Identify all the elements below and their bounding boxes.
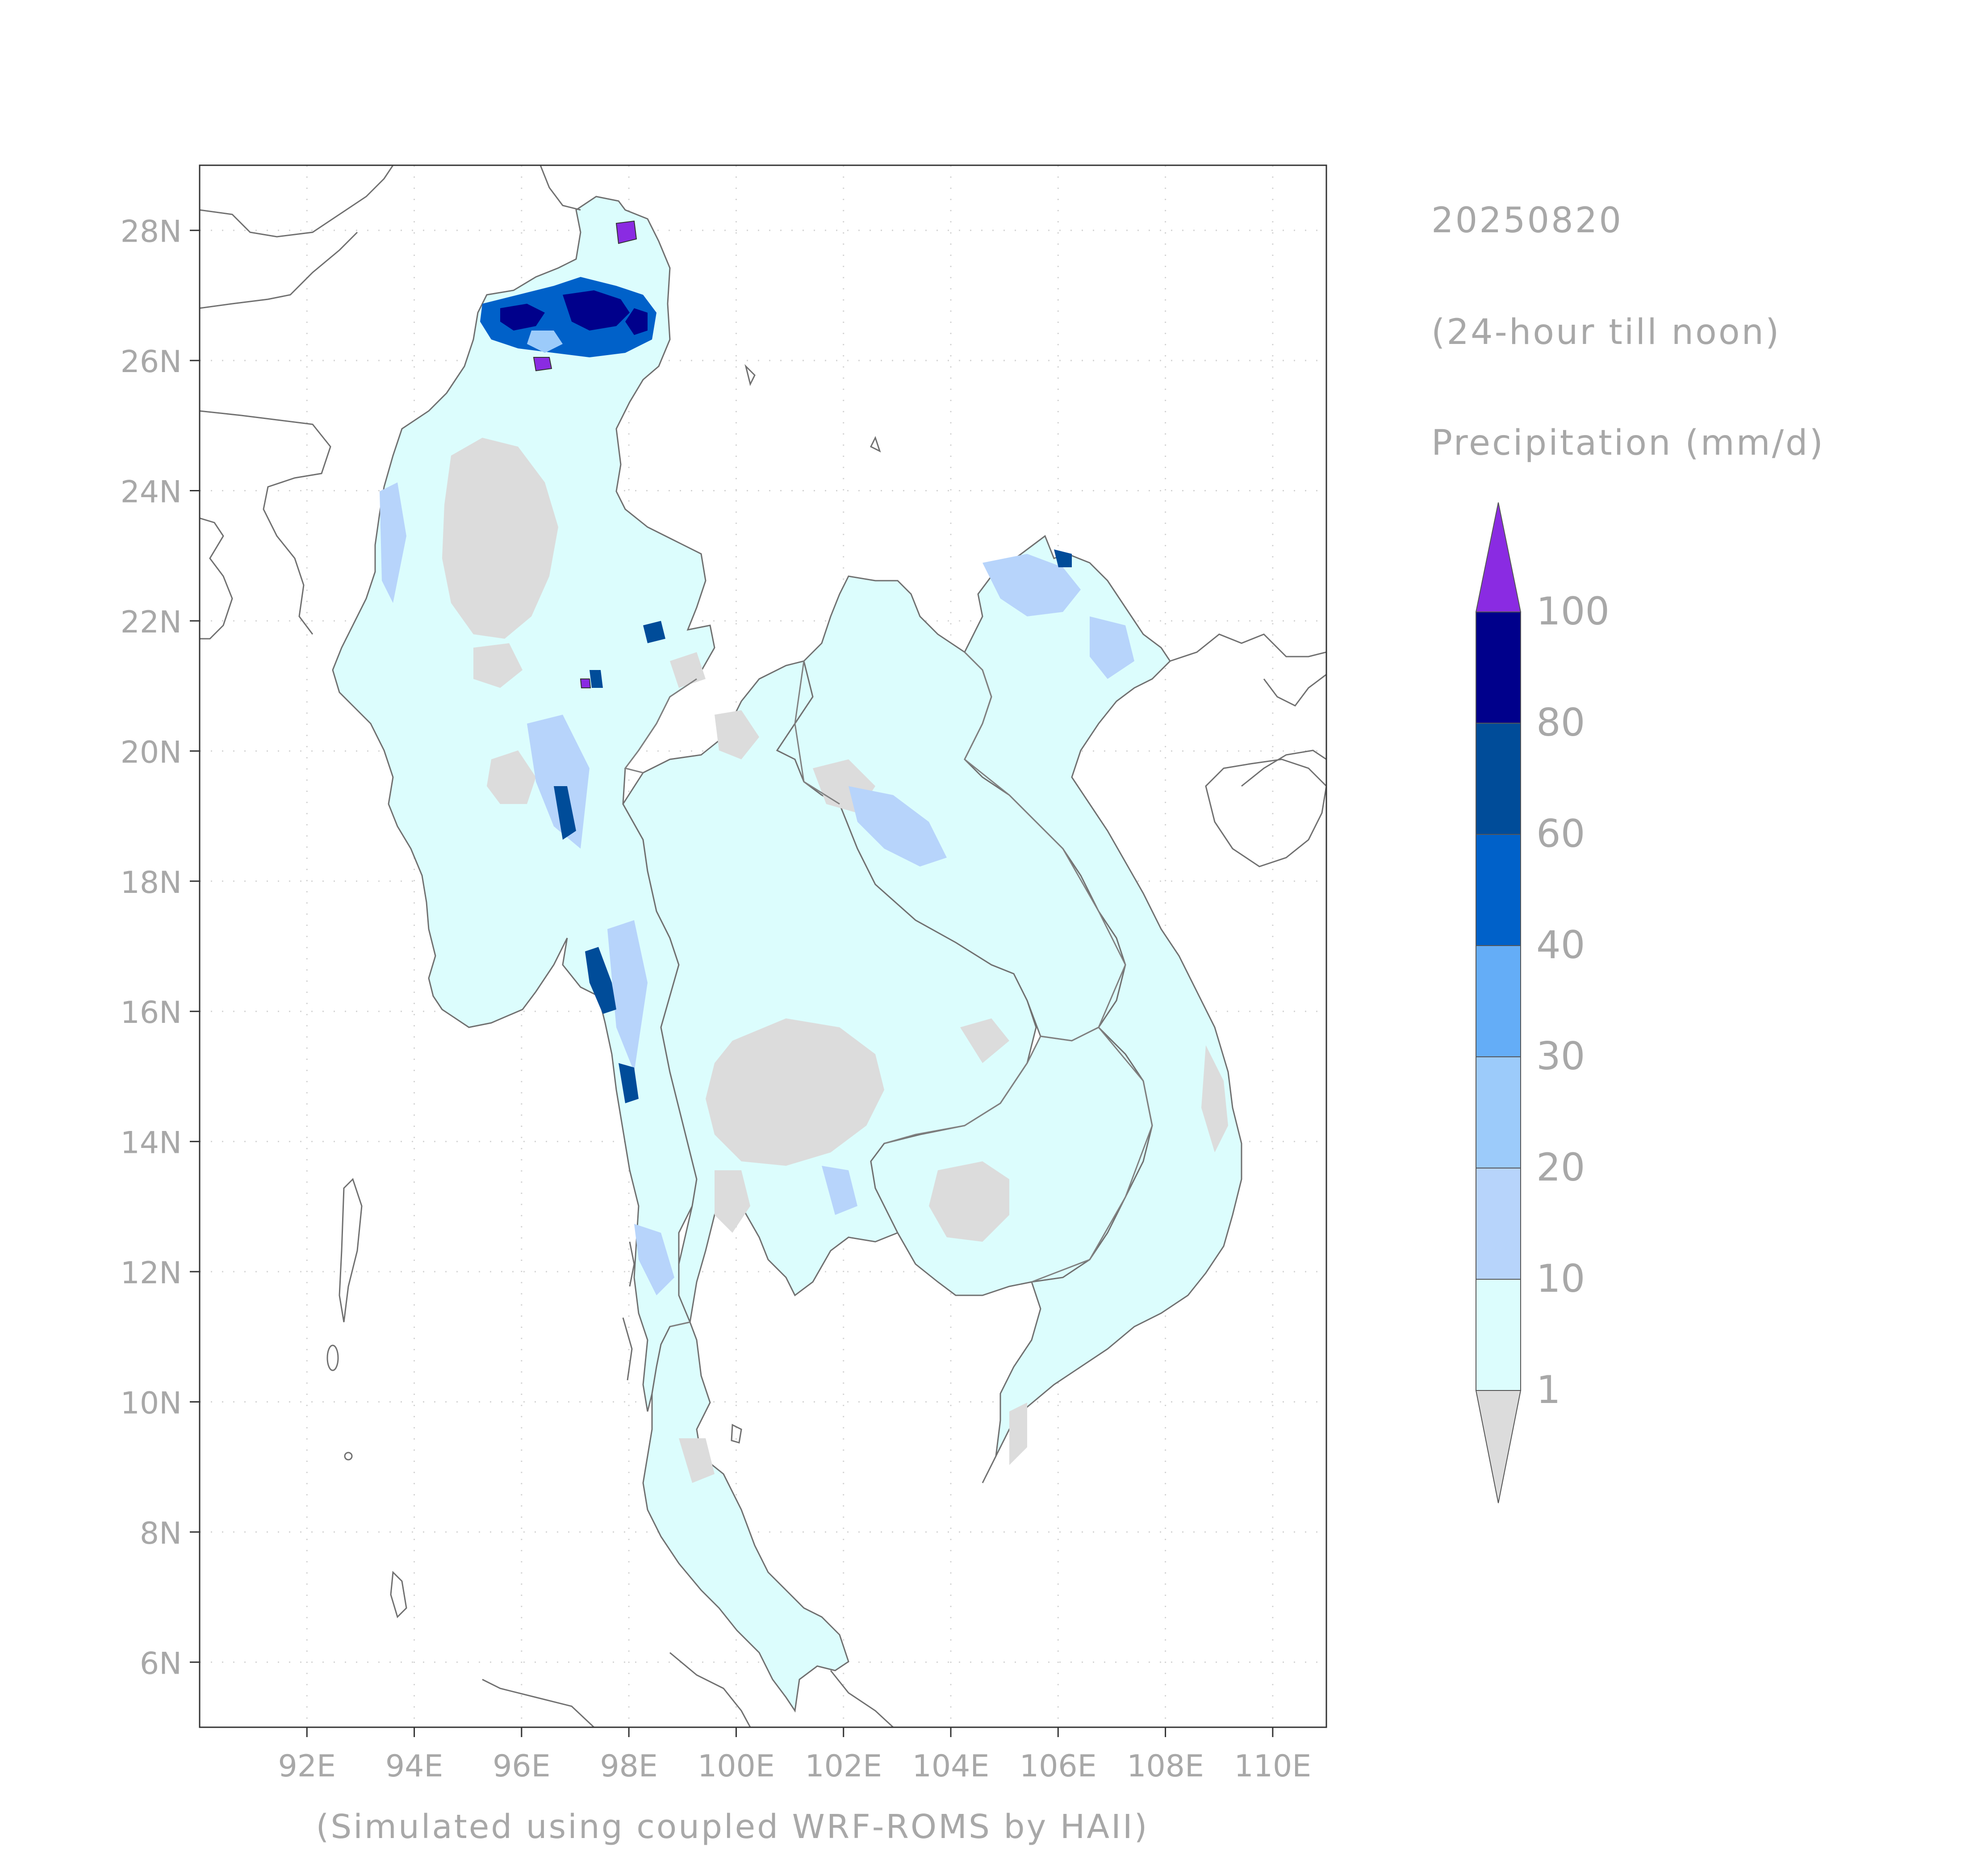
colorbar-40-60 (1476, 834, 1521, 946)
lon-tick-label: 104E (912, 1749, 990, 1784)
islands (326, 364, 881, 1618)
colorbar-label-20: 20 (1536, 1145, 1585, 1190)
precipitation-field (332, 196, 1242, 1713)
colorbar-label-10: 10 (1536, 1256, 1585, 1301)
model-credit: (Simulated using coupled WRF-ROMS by HAI… (316, 1808, 1149, 1846)
lat-tick-label: 12N (121, 1256, 182, 1291)
surrounding-coastlines (200, 165, 1326, 1727)
lat-tick-label: 8N (140, 1516, 182, 1551)
country-borders (624, 651, 1153, 1327)
rain-40-80 (554, 549, 1072, 1103)
colorbar-80-100 (1476, 611, 1521, 724)
lat-tick-label: 14N (121, 1126, 182, 1161)
rain-heavy-north (480, 220, 656, 688)
longitude-axis: 92E 94E 96E 98E 100E 102E 104E 106E 108E 110E (278, 1727, 1311, 1784)
lat-tick-label: 28N (121, 214, 182, 250)
lat-tick-label: 18N (121, 865, 182, 900)
rain-10-20 (380, 482, 1134, 1295)
map-frame (199, 164, 1327, 1728)
colorbar-label-100: 100 (1536, 589, 1610, 634)
colorbar-1-10 (1476, 1279, 1521, 1391)
colorbar-over-arrow (1475, 502, 1522, 612)
lon-tick-label: 96E (493, 1749, 551, 1784)
lat-tick-label: 16N (121, 995, 182, 1030)
colorbar-label-80: 80 (1536, 700, 1585, 745)
lon-tick-label: 100E (698, 1749, 775, 1784)
colorbar-label-30: 30 (1536, 1034, 1585, 1079)
colorbar-60-80 (1476, 723, 1521, 835)
lon-tick-label: 102E (805, 1749, 882, 1784)
lon-tick-label: 110E (1234, 1749, 1311, 1784)
lat-tick-label: 22N (121, 605, 182, 640)
colorbar-label-1: 1 (1536, 1368, 1561, 1412)
lon-tick-label: 92E (278, 1749, 336, 1784)
colorbar-label-40: 40 (1536, 923, 1585, 967)
lat-tick-label: 24N (121, 475, 182, 510)
lat-tick-label: 6N (140, 1646, 182, 1681)
lon-tick-label: 106E (1020, 1749, 1097, 1784)
land-vietnam (964, 535, 1242, 1483)
land-peninsula (642, 1321, 849, 1713)
colorbar: 100 80 60 40 30 20 10 1 (1475, 502, 1610, 1503)
map-date: 20250820 (1431, 201, 1623, 241)
map-panel: 28N 26N 24N 22N 20N 18N 16N 14N 12N 10N 8N 6N 92E 94… (121, 164, 1327, 1784)
latitude-axis: 28N 26N 24N 22N 20N 18N 16N 14N 12N 10N 8N 6N (121, 214, 200, 1681)
map-period: (24-hour till noon) (1431, 312, 1781, 352)
lat-tick-label: 10N (121, 1386, 182, 1421)
colorbar-label-60: 60 (1536, 812, 1585, 856)
colorbar-20-30 (1476, 1056, 1521, 1168)
colorbar-under-arrow (1475, 1390, 1522, 1503)
lat-tick-label: 26N (121, 344, 182, 380)
colorbar-10-20 (1476, 1168, 1521, 1280)
lon-tick-label: 98E (600, 1749, 658, 1784)
map-variable: Precipitation (mm/d) (1431, 423, 1825, 463)
lon-tick-label: 108E (1127, 1749, 1204, 1784)
lon-tick-label: 94E (385, 1749, 443, 1784)
colorbar-30-40 (1476, 945, 1521, 1057)
lat-tick-label: 20N (121, 735, 182, 770)
